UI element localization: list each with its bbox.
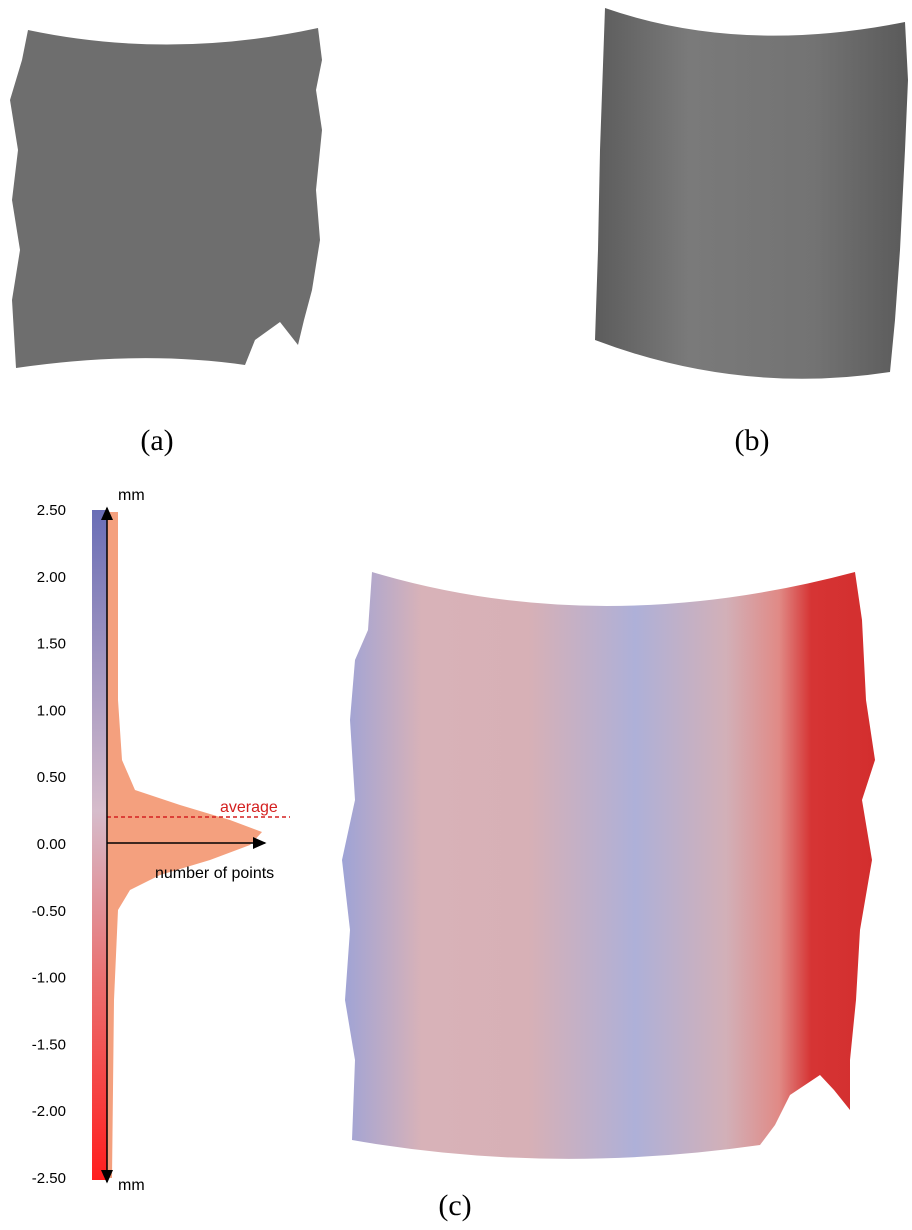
tick-label: 1.50 <box>37 636 66 653</box>
color-bar <box>92 510 107 1180</box>
tick-label: -2.00 <box>32 1103 66 1120</box>
tick-label: -1.50 <box>32 1036 66 1053</box>
tick-label: -0.50 <box>32 903 66 920</box>
panel-label: (b) <box>735 424 770 457</box>
axis-label: number of points <box>155 865 274 882</box>
panel-label: (c) <box>438 1189 471 1222</box>
tick-labels: 2.50 2.00 1.50 1.00 0.50 0.00 -0.50 -1.00 -1.50 -… <box>32 502 66 1187</box>
deviation-map <box>342 572 875 1159</box>
tick-label: 2.00 <box>37 569 66 586</box>
tick-label: 0.00 <box>37 836 66 853</box>
scan-b <box>595 8 908 379</box>
histogram <box>107 512 262 1178</box>
scan-a <box>10 28 322 368</box>
panel-label: (a) <box>140 424 173 457</box>
tick-label: 0.50 <box>37 769 66 786</box>
unit-label: mm <box>118 1177 145 1194</box>
tick-label: -1.00 <box>32 970 66 987</box>
tick-label: 2.50 <box>37 502 66 519</box>
tick-label: 1.00 <box>37 702 66 719</box>
tick-label: -2.50 <box>32 1170 66 1187</box>
unit-label: mm <box>118 487 145 504</box>
average-label: average <box>220 799 278 816</box>
